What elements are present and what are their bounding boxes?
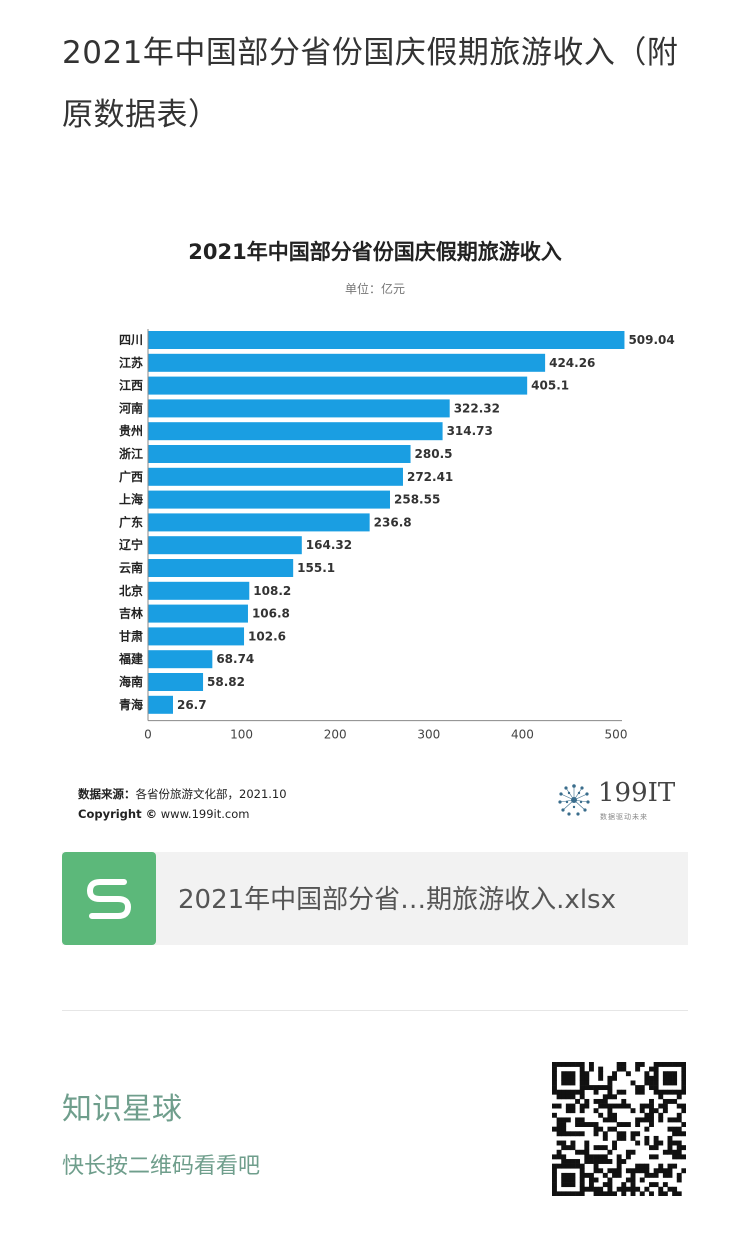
bar bbox=[148, 331, 625, 349]
source-value: 各省份旅游文化部，2021.10 bbox=[135, 787, 287, 801]
data-label: 322.32 bbox=[454, 401, 500, 415]
spreadsheet-s-icon bbox=[62, 852, 156, 945]
data-label: 314.73 bbox=[447, 424, 493, 438]
source-label: 数据来源： bbox=[78, 787, 136, 801]
copyright-label: Copyright © bbox=[78, 807, 158, 821]
category-label: 河南 bbox=[118, 400, 143, 415]
x-tick-label: 500 bbox=[605, 728, 628, 742]
qr-code-icon[interactable] bbox=[552, 1062, 686, 1196]
data-label: 280.5 bbox=[415, 447, 453, 461]
category-label: 甘肃 bbox=[119, 628, 143, 643]
bar bbox=[148, 399, 450, 418]
category-label: 福建 bbox=[118, 651, 144, 666]
logo-text: 199IT bbox=[598, 778, 676, 808]
category-label: 吉林 bbox=[119, 606, 143, 621]
article-title: 2021年中国部分省份国庆假期旅游收入（附原数据表） bbox=[62, 35, 679, 133]
bar bbox=[148, 490, 391, 509]
bar bbox=[148, 673, 204, 691]
category-label: 北京 bbox=[119, 583, 143, 598]
x-tick-label: 200 bbox=[324, 728, 347, 742]
category-label: 广东 bbox=[119, 514, 143, 529]
category-label: 江西 bbox=[119, 378, 143, 393]
data-label: 108.2 bbox=[253, 584, 291, 598]
category-label: 四川 bbox=[119, 333, 143, 347]
logo-subtitle: 数据驱动未来 bbox=[600, 813, 648, 821]
data-label: 405.1 bbox=[531, 379, 569, 393]
x-tick-label: 100 bbox=[230, 728, 253, 742]
attachment-card[interactable]: 2021年中国部分省…期旅游收入.xlsx bbox=[62, 852, 688, 945]
chart-source: 数据来源：各省份旅游文化部，2021.10 Copyright © www.19… bbox=[78, 784, 287, 824]
category-label: 海南 bbox=[119, 674, 143, 689]
copyright-value: www.199it.com bbox=[160, 807, 250, 821]
data-label: 424.26 bbox=[549, 356, 595, 370]
attachment-file-name[interactable]: 2021年中国部分省…期旅游收入.xlsx bbox=[178, 885, 616, 915]
category-label: 江苏 bbox=[119, 355, 143, 370]
bar bbox=[148, 604, 248, 623]
chart-unit: 单位：亿元 bbox=[344, 282, 405, 296]
bar bbox=[148, 353, 546, 372]
x-tick-label: 300 bbox=[417, 728, 440, 742]
bar bbox=[148, 581, 250, 600]
category-label: 广西 bbox=[119, 469, 143, 484]
category-label: 云南 bbox=[119, 560, 143, 575]
bar bbox=[148, 445, 411, 463]
data-label: 68.74 bbox=[216, 652, 254, 666]
bar bbox=[148, 513, 370, 532]
data-label: 26.7 bbox=[177, 698, 207, 712]
data-label: 272.41 bbox=[407, 470, 453, 484]
category-label: 青海 bbox=[119, 697, 143, 712]
data-label: 102.6 bbox=[248, 629, 286, 643]
bar-chart: 四川 509.04 江苏 424.26 江西 405.1 河南 322.32 贵州 314.73 浙… bbox=[118, 329, 675, 742]
promo-subtitle: 快长按二维码看看吧 bbox=[62, 1154, 261, 1179]
data-label: 258.55 bbox=[394, 493, 440, 507]
bar bbox=[148, 627, 245, 646]
x-tick-label: 0 bbox=[144, 728, 152, 742]
data-label: 236.8 bbox=[374, 515, 412, 529]
data-label: 164.32 bbox=[306, 538, 352, 552]
bar bbox=[148, 695, 173, 714]
data-label: 155.1 bbox=[297, 561, 335, 575]
data-label: 58.82 bbox=[207, 675, 245, 689]
bar bbox=[148, 650, 213, 669]
bar bbox=[148, 376, 528, 395]
category-label: 辽宁 bbox=[119, 537, 143, 552]
dandelion-icon bbox=[558, 784, 590, 816]
category-label: 贵州 bbox=[119, 423, 143, 438]
x-tick-label: 400 bbox=[511, 728, 534, 742]
bar bbox=[148, 467, 403, 486]
promo-title: 知识星球 bbox=[62, 1092, 182, 1127]
category-label: 上海 bbox=[119, 492, 143, 507]
bar bbox=[148, 422, 443, 441]
data-label: 106.8 bbox=[252, 607, 290, 621]
data-label: 509.04 bbox=[628, 333, 674, 347]
chart-image: 2021年中国部分省份国庆假期旅游收入 单位：亿元 四川 509.04 江苏 424.… bbox=[62, 220, 688, 840]
category-label: 浙江 bbox=[119, 446, 143, 461]
bar bbox=[148, 536, 302, 555]
chart-title: 2021年中国部分省份国庆假期旅游收入 bbox=[188, 240, 562, 264]
199it-logo: 199IT 数据驱动未来 bbox=[552, 778, 682, 824]
bar bbox=[148, 559, 294, 577]
divider bbox=[62, 1010, 688, 1011]
